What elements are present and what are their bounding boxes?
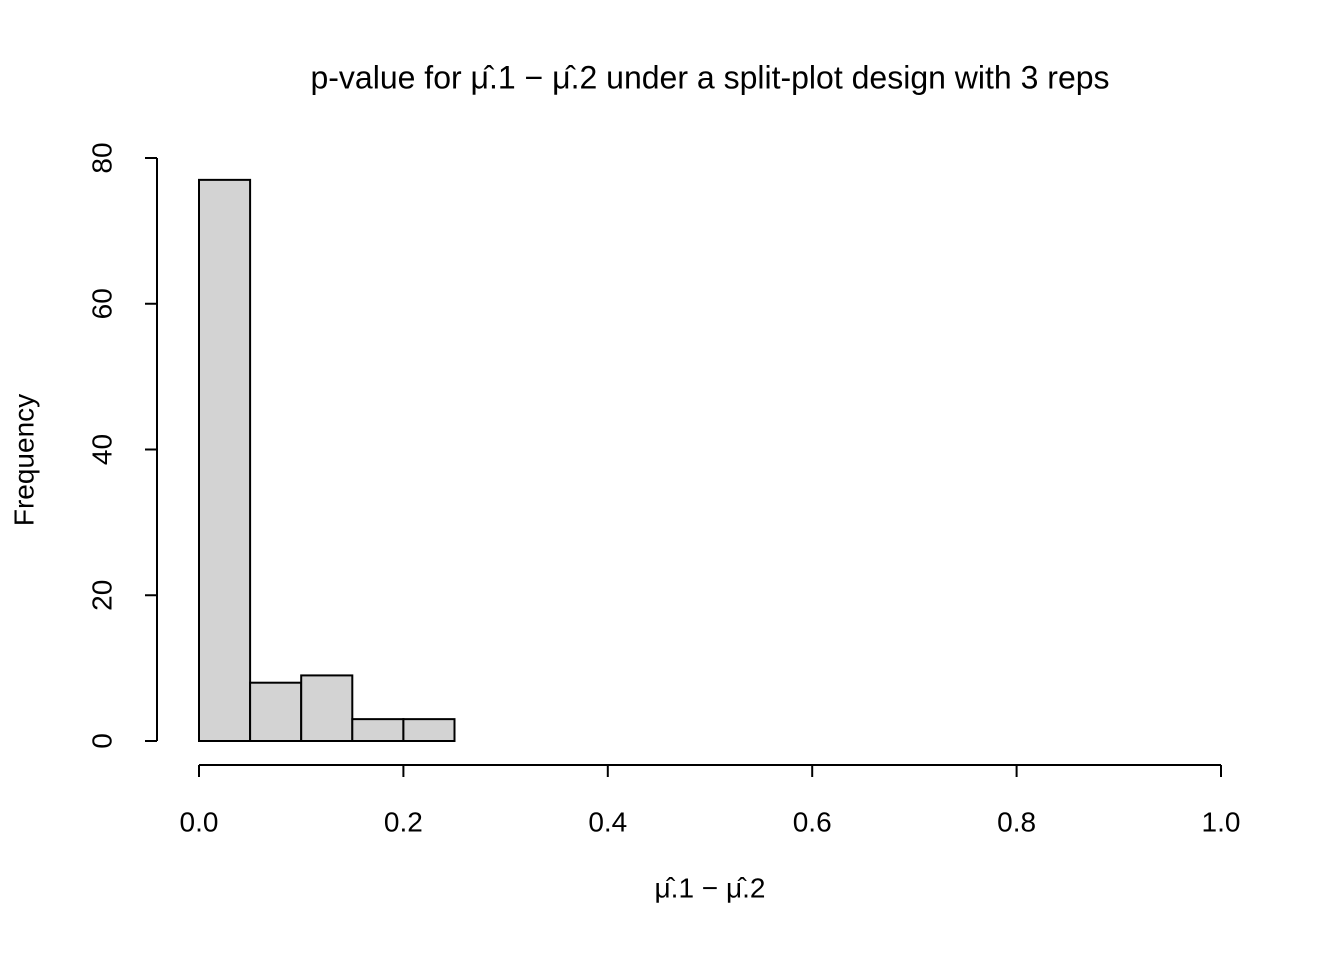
- y-axis-label: Frequency: [8, 394, 39, 526]
- bar: [198, 178, 252, 743]
- bar: [351, 718, 405, 743]
- chart-title: p-value for μ̂.1 − μ̂.2 under a split-pl…: [310, 59, 1109, 95]
- y-tick-label: 0: [86, 733, 117, 749]
- x-axis-label: μ̂.1 − μ̂.2: [655, 872, 766, 903]
- bar: [300, 674, 354, 742]
- y-tick-label: 40: [86, 434, 117, 465]
- bar: [402, 718, 456, 743]
- y-tick-label: 20: [86, 580, 117, 611]
- x-tick-label: 0.8: [997, 806, 1036, 837]
- y-tick-label: 80: [86, 142, 117, 173]
- x-tick-label: 1.0: [1202, 806, 1241, 837]
- x-tick-label: 0.6: [793, 806, 832, 837]
- x-tick-label: 0.2: [384, 806, 423, 837]
- bar: [249, 681, 303, 743]
- x-tick-label: 0.4: [588, 806, 627, 837]
- y-tick-label: 60: [86, 288, 117, 319]
- x-tick-label: 0.0: [180, 806, 219, 837]
